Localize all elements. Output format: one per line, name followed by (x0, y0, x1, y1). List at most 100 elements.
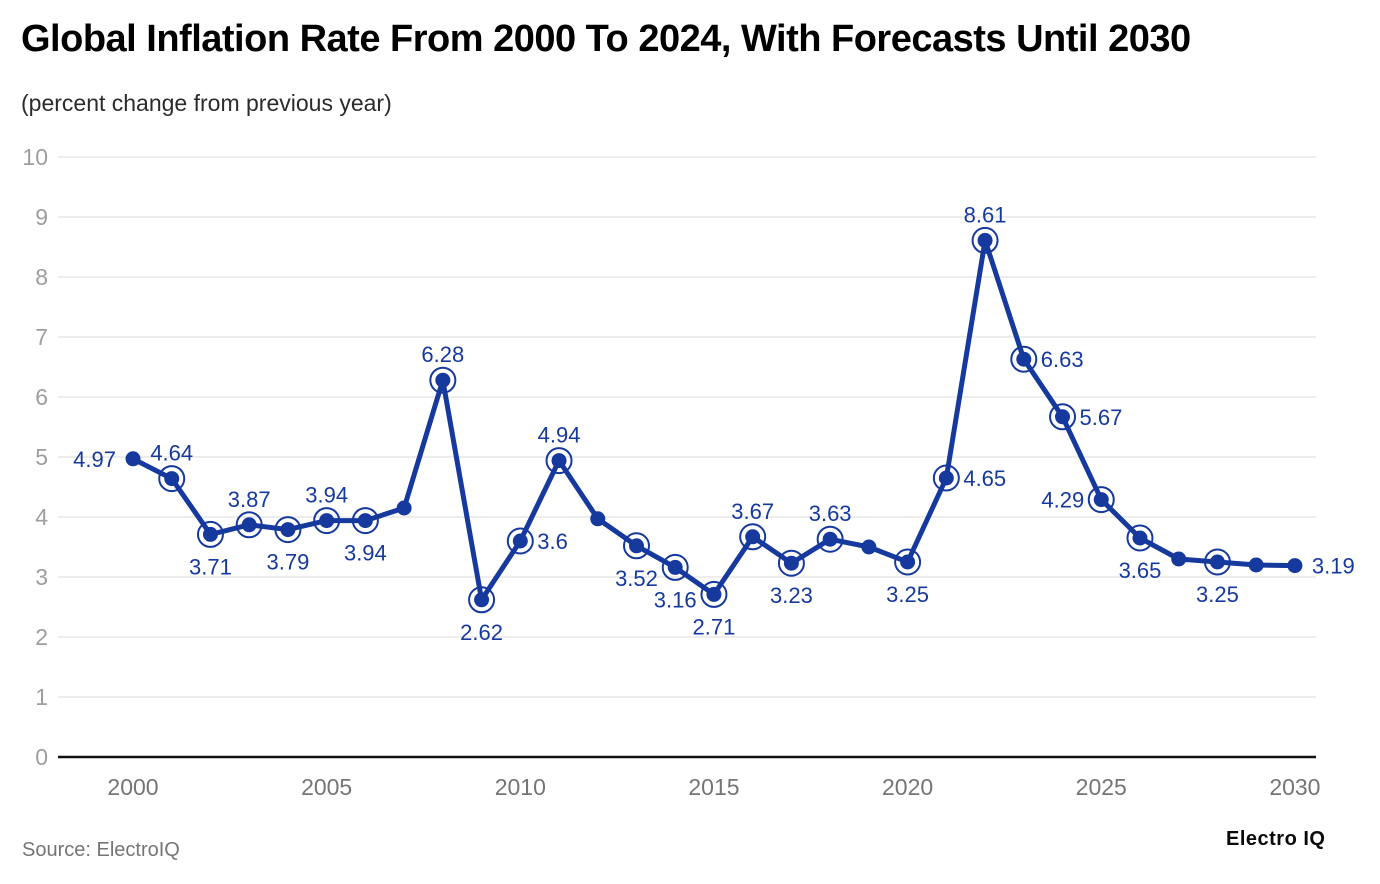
point-ring-2013 (622, 532, 650, 560)
data-point-2002 (202, 526, 218, 542)
data-point-2026 (1132, 530, 1148, 546)
point-ring-2014 (661, 553, 689, 581)
data-point-2005 (319, 513, 335, 529)
data-point-2004 (280, 522, 296, 538)
data-label-2009: 2.62 (460, 620, 503, 645)
point-ring-2006 (351, 507, 379, 535)
data-point-2003 (241, 517, 257, 533)
x-tick-label-2000: 2000 (107, 774, 158, 800)
data-label-2011: 4.94 (538, 423, 581, 448)
data-label-2002: 3.71 (189, 554, 232, 579)
data-label-2018: 3.63 (809, 501, 852, 526)
data-point-2008 (435, 372, 451, 388)
data-point-2021 (938, 470, 954, 486)
data-point-2006 (357, 513, 373, 529)
brand-logo: Electro IQ (1226, 828, 1326, 850)
data-label-2020: 3.25 (886, 582, 929, 607)
point-ring-2008 (429, 366, 457, 394)
y-tick-label-7: 7 (35, 324, 48, 350)
data-label-2015: 2.71 (693, 614, 736, 639)
data-point-2025 (1093, 492, 1109, 508)
y-tick-label-10: 10 (22, 144, 48, 170)
y-tick-label-4: 4 (35, 504, 48, 530)
data-point-2024 (1055, 409, 1071, 425)
data-label-2026: 3.65 (1119, 558, 1162, 583)
data-point-2029 (1248, 557, 1264, 573)
data-label-2003: 3.87 (228, 487, 271, 512)
x-tick-label-2020: 2020 (882, 774, 933, 800)
point-ring-2011 (545, 447, 573, 475)
data-label-2001: 4.64 (150, 441, 193, 466)
point-ring-2015 (700, 580, 728, 608)
x-tick-label-2005: 2005 (301, 774, 352, 800)
x-tick-label-2030: 2030 (1269, 774, 1320, 800)
point-ring-2005 (313, 507, 341, 535)
data-point-2013 (628, 538, 644, 554)
data-label-2008: 6.28 (421, 342, 464, 367)
data-label-2014: 3.16 (654, 587, 697, 612)
x-tick-label-2010: 2010 (495, 774, 546, 800)
data-label-2004: 3.79 (267, 550, 310, 575)
data-label-2021: 4.65 (963, 466, 1006, 491)
point-ring-2024 (1049, 403, 1077, 431)
point-ring-2010 (506, 527, 534, 555)
data-point-2009 (474, 592, 490, 608)
data-label-2013: 3.52 (615, 566, 658, 591)
data-point-2022 (977, 232, 993, 248)
data-label-2006: 3.94 (344, 541, 387, 566)
point-ring-2002 (196, 520, 224, 548)
point-ring-2016 (739, 523, 767, 551)
source-note: Source: ElectroIQ (22, 839, 180, 861)
point-ring-2004 (274, 516, 302, 544)
y-tick-label-3: 3 (35, 564, 48, 590)
y-tick-label-5: 5 (35, 444, 48, 470)
y-tick-label-1: 1 (35, 684, 48, 710)
data-point-2028 (1209, 554, 1225, 570)
point-ring-2022 (971, 226, 999, 254)
data-label-2005: 3.94 (305, 483, 348, 508)
data-point-2010 (512, 533, 528, 549)
data-point-2017 (783, 555, 799, 571)
data-point-2018 (822, 531, 838, 547)
point-ring-2023 (1010, 345, 1038, 373)
data-point-2000 (125, 451, 141, 467)
point-ring-2026 (1126, 524, 1154, 552)
y-tick-label-6: 6 (35, 384, 48, 410)
data-label-2030: 3.19 (1312, 554, 1355, 579)
x-tick-label-2025: 2025 (1076, 774, 1127, 800)
data-label-2025: 4.29 (1041, 488, 1084, 513)
point-ring-2003 (235, 511, 263, 539)
data-point-2023 (1016, 351, 1032, 367)
point-ring-2001 (158, 465, 186, 493)
data-point-2015 (706, 586, 722, 602)
point-ring-2009 (468, 586, 496, 614)
data-point-2001 (164, 471, 180, 487)
data-point-2019 (861, 539, 877, 555)
x-tick-label-2015: 2015 (688, 774, 739, 800)
point-ring-2020 (894, 548, 922, 576)
y-tick-label-8: 8 (35, 264, 48, 290)
point-ring-2025 (1087, 486, 1115, 514)
data-point-2014 (667, 559, 683, 575)
data-point-2011 (551, 453, 567, 469)
data-point-2012 (590, 511, 606, 527)
y-tick-label-0: 0 (35, 744, 48, 770)
point-ring-2018 (816, 525, 844, 553)
data-label-2010: 3.6 (537, 529, 568, 554)
data-point-2007 (396, 500, 412, 516)
data-point-2030 (1287, 558, 1303, 574)
point-ring-2017 (777, 549, 805, 577)
y-tick-label-2: 2 (35, 624, 48, 650)
data-point-2020 (900, 554, 916, 570)
data-label-2017: 3.23 (770, 583, 813, 608)
data-label-2000: 4.97 (73, 447, 116, 472)
data-label-2022: 8.61 (964, 202, 1007, 227)
data-point-2016 (745, 529, 761, 545)
point-ring-2028 (1203, 548, 1231, 576)
data-label-2016: 3.67 (731, 499, 774, 524)
data-point-2027 (1171, 551, 1187, 567)
chart-subtitle: (percent change from previous year) (21, 90, 392, 116)
y-tick-label-9: 9 (35, 204, 48, 230)
